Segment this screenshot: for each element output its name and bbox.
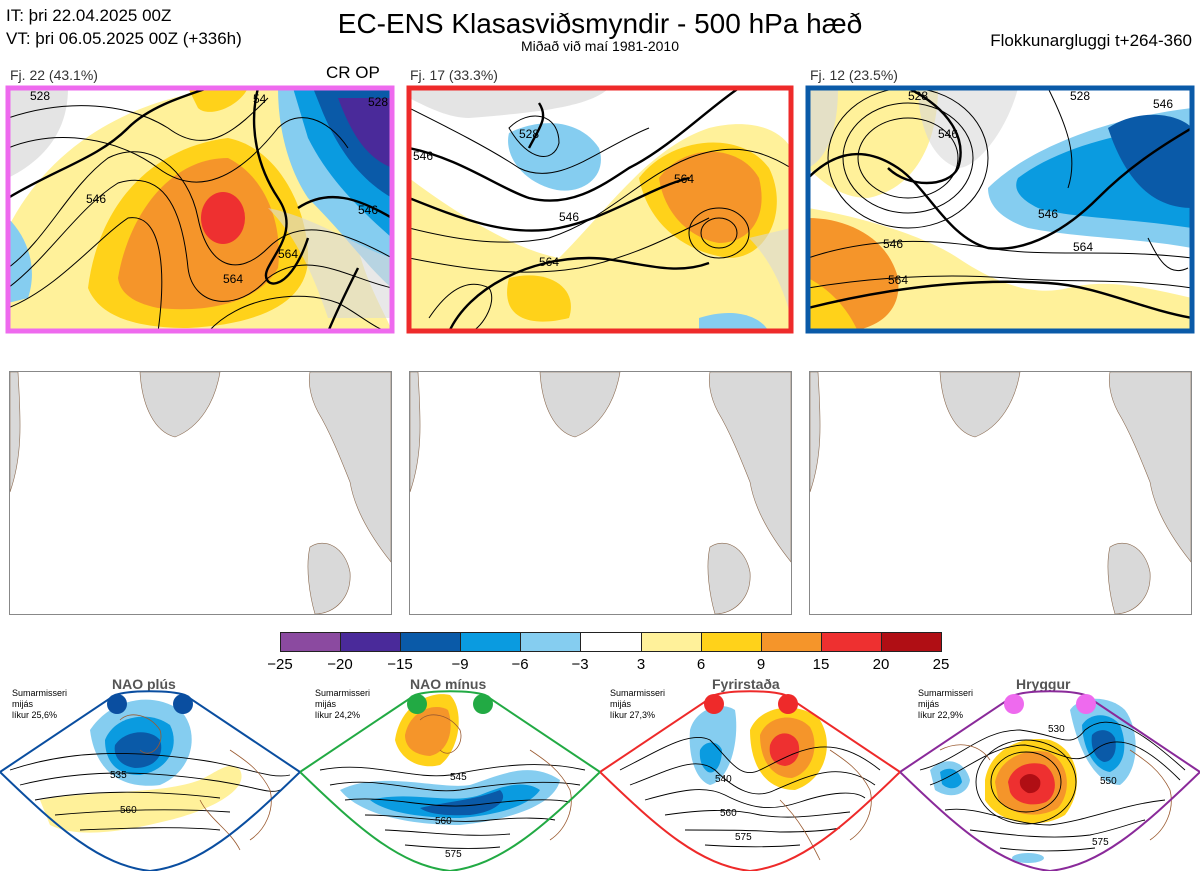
colorbar-tick: 9 — [756, 656, 766, 673]
regime-4-text: Sumarmisseri mijás líkur 22,9% — [918, 688, 974, 720]
regime-3-map: 540 560 575 — [600, 690, 900, 871]
regime-1-dots — [107, 694, 193, 714]
regime-3-text: Sumarmisseri mijás líkur 27,3% — [610, 688, 666, 720]
run-info: IT: þri 22.04.2025 00Z VT: þri 06.05.202… — [6, 4, 242, 50]
contour-label: 528 — [519, 127, 539, 141]
regime-contour-label: 575 — [445, 849, 462, 860]
regime-contour-label: 550 — [1100, 776, 1117, 787]
cluster-1-frame — [5, 85, 395, 334]
regime-3-dots — [704, 694, 798, 714]
contour-label: 528 — [368, 95, 388, 109]
regime-2-dots — [407, 694, 493, 714]
colorbar-swatch — [821, 633, 882, 651]
regime-1-title: NAO plús — [112, 676, 176, 692]
contour-label: 546 — [883, 237, 903, 251]
regime-4-title: Hryggur — [1016, 676, 1071, 692]
colorbar-swatch — [761, 633, 822, 651]
colorbar-tick: 15 — [812, 656, 830, 673]
regime-contour-label: 575 — [1092, 837, 1109, 848]
colorbar-swatch — [461, 633, 522, 651]
colorbar-swatch — [881, 633, 942, 651]
contour-label: 546 — [86, 192, 106, 206]
page-subtitle: Miðað við maí 1981-2010 — [521, 38, 679, 54]
regime-contour-label: 575 — [735, 832, 752, 843]
colorbar-swatch — [401, 633, 462, 651]
contour-label: 528 — [1070, 89, 1090, 103]
colorbar-tick: −15 — [387, 656, 413, 673]
regime-4-dots — [1004, 694, 1096, 714]
regime-contour-label: 560 — [435, 816, 452, 827]
cluster-3-label: Fj. 12 (23.5%) — [810, 67, 898, 83]
contour-label: 546 — [559, 210, 579, 224]
page-title: EC-ENS Klasasviðsmyndir - 500 hPa hæð — [337, 8, 863, 39]
contour-label: 546 — [413, 149, 433, 163]
contour-label: 528 — [30, 89, 50, 103]
contour-label: 546 — [358, 203, 378, 217]
cluster-frames — [5, 85, 1195, 334]
regime-contour-label: 535 — [110, 770, 127, 781]
cluster-window: Flokkunargluggi t+264-360 — [990, 31, 1192, 50]
empty-map-1 — [9, 371, 392, 615]
colorbar-swatch — [521, 633, 582, 651]
regime-4-map: 530 550 575 — [900, 690, 1200, 871]
valid-time: VT: þri 06.05.2025 00Z (+336h) — [6, 29, 242, 48]
contour-label: 546 — [1038, 207, 1058, 221]
colorbar-tick: 3 — [636, 656, 646, 673]
regime-contour-label: 545 — [450, 772, 467, 783]
colorbar-tick: −20 — [327, 656, 353, 673]
contour-label: 54 — [253, 92, 267, 106]
colorbar-swatch — [281, 633, 342, 651]
empty-map-2 — [409, 371, 792, 615]
contour-label: 564 — [223, 272, 243, 286]
colorbar-tick: −25 — [267, 656, 293, 673]
contour-label: 546 — [1153, 97, 1173, 111]
regime-2-title: NAO mínus — [410, 676, 487, 692]
contour-label: 564 — [674, 172, 694, 186]
colorbar-swatch — [341, 633, 402, 651]
regime-2-map: 545 560 575 — [300, 690, 600, 871]
colorbar-swatch — [641, 633, 702, 651]
cluster-2-label: Fj. 17 (33.3%) — [410, 67, 498, 83]
colorbar-tick: −9 — [451, 656, 469, 673]
regime-contour-label: 560 — [120, 805, 137, 816]
contour-label: 564 — [278, 247, 298, 261]
cluster-1-extra: CR OP — [326, 63, 380, 82]
regime-3-title: Fyrirstaða — [712, 676, 780, 692]
contour-label: 546 — [938, 127, 958, 141]
regime-contour-label: 560 — [720, 808, 737, 819]
empty-map-3 — [809, 371, 1192, 615]
colorbar — [280, 632, 942, 652]
contour-label: 564 — [1073, 240, 1093, 254]
regime-1-text: Sumarmisseri mijás líkur 25,6% — [12, 688, 68, 720]
regime-contour-label: 530 — [1048, 724, 1065, 735]
regime-2-text: Sumarmisseri mijás líkur 24,2% — [315, 688, 371, 720]
colorbar-tick: 25 — [932, 656, 950, 673]
colorbar-tick: −3 — [571, 656, 589, 673]
colorbar-tick: 6 — [696, 656, 706, 673]
cluster-1-map: 528 54 546 564 546 564 528 — [8, 88, 392, 332]
cluster-1-label: Fj. 22 (43.1%) — [10, 67, 98, 83]
regime-contour-label: 540 — [715, 774, 732, 785]
contour-label: 528 — [908, 89, 928, 103]
init-time: IT: þri 22.04.2025 00Z — [6, 6, 172, 25]
cluster-2-map: 546 528 546 564 564 — [409, 88, 791, 332]
contour-label: 564 — [539, 255, 559, 269]
colorbar-swatch — [581, 633, 642, 651]
cluster-3-frame — [805, 85, 1195, 334]
cluster-3-map: 528 546 528 546 564 546 564 546 — [808, 88, 1192, 332]
colorbar-tick: −6 — [511, 656, 529, 673]
contour-label: 564 — [888, 273, 908, 287]
colorbar-tick: 20 — [872, 656, 890, 673]
regime-1-map: 535 560 — [0, 690, 300, 871]
colorbar-swatch — [701, 633, 762, 651]
cluster-2-frame — [406, 85, 794, 334]
